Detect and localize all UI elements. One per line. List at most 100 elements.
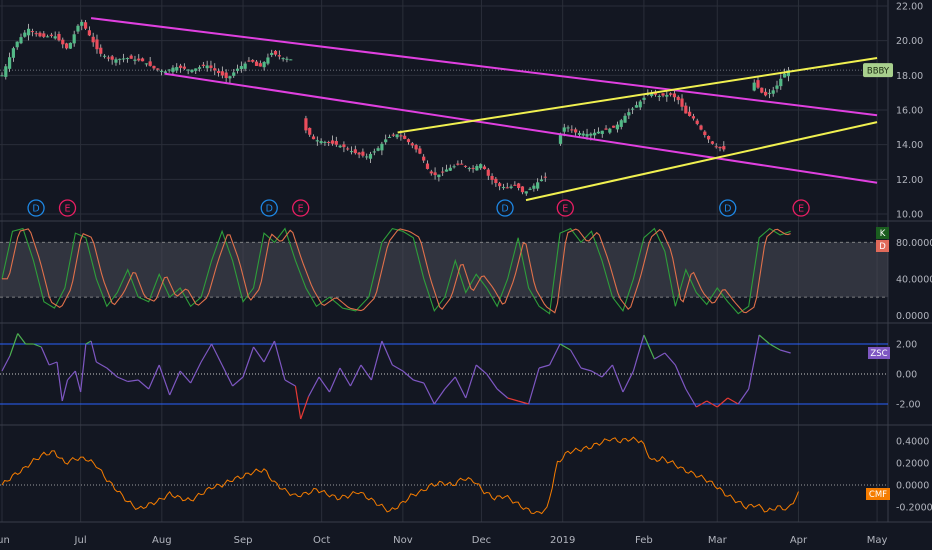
- event-circle: [27, 199, 45, 217]
- price-tick-label: 10.00: [896, 210, 923, 221]
- candle-body: [159, 70, 164, 72]
- candle-body: [380, 143, 384, 151]
- cmf-badge-label: CMF: [869, 490, 887, 500]
- candle-body: [596, 131, 601, 134]
- candle-body: [642, 97, 646, 100]
- candle-body: [175, 67, 179, 71]
- event-label: E: [64, 204, 70, 215]
- candle-body: [562, 127, 566, 132]
- zscore-segment: [392, 364, 404, 372]
- candle-body: [486, 169, 490, 176]
- zscore-tick-label: 2.00: [896, 340, 917, 351]
- zscore-segment: [242, 346, 255, 378]
- zscore-badge: ZSC: [868, 347, 890, 359]
- zscore-segment: [517, 400, 529, 405]
- candle-body: [714, 146, 718, 148]
- candle-body: [771, 90, 775, 94]
- time-axis-label: Feb: [635, 535, 653, 546]
- candle-body: [4, 66, 8, 77]
- candle-body: [676, 96, 680, 101]
- candle-body: [517, 183, 521, 188]
- zscore-segment: [67, 370, 76, 381]
- candle-body: [623, 115, 627, 123]
- candle-body: [114, 59, 118, 63]
- candle-body: [760, 87, 764, 93]
- time-axis-label: Aug: [152, 535, 172, 546]
- earnings-marker: E: [292, 199, 310, 217]
- zscore-segment: [454, 376, 467, 399]
- candle-body: [604, 128, 608, 130]
- candle-body: [156, 68, 160, 70]
- candle-body: [254, 61, 259, 66]
- zscore-segment: [696, 400, 708, 408]
- candle-body: [262, 62, 266, 68]
- zscore-segment: [9, 333, 19, 357]
- time-axis-label: Oct: [313, 535, 330, 546]
- candle-body: [779, 78, 783, 87]
- legend-d-label: D: [879, 242, 886, 252]
- candle-body: [494, 178, 498, 184]
- candle-body: [247, 60, 251, 62]
- price-tick-label: 12.00: [896, 175, 923, 186]
- candle-body: [467, 168, 471, 170]
- candle-body: [45, 36, 50, 38]
- zscore-segment: [465, 364, 477, 399]
- candle-body: [786, 70, 790, 77]
- zscore-segment: [737, 388, 750, 405]
- zscore-segment: [496, 388, 509, 399]
- candle-body: [23, 32, 27, 37]
- candle-body: [638, 101, 642, 108]
- symbol-badge: BBBY: [863, 63, 893, 78]
- candle-body: [665, 94, 669, 97]
- candle-body: [699, 125, 703, 130]
- zscore-segment: [263, 340, 276, 363]
- candle-body: [182, 66, 186, 69]
- candle-body: [57, 33, 61, 41]
- legend-k-bg: [876, 227, 889, 239]
- candle-body: [342, 144, 346, 148]
- candle-body: [26, 28, 31, 36]
- candle-body: [110, 56, 114, 60]
- time-axis-label: Nov: [393, 535, 413, 546]
- zscore-segment: [169, 370, 181, 396]
- zscore-segment: [148, 364, 160, 390]
- candle-body: [266, 57, 270, 64]
- candle-body: [273, 50, 278, 55]
- wedge-trendline: [397, 57, 878, 134]
- candles-group: [0, 19, 790, 196]
- candle-body: [323, 141, 327, 143]
- candle-body: [498, 183, 502, 187]
- zscore-segment: [559, 343, 571, 351]
- candle-body: [87, 30, 91, 36]
- candle-body: [95, 39, 99, 50]
- candle-body: [437, 174, 441, 178]
- event-label: E: [298, 204, 304, 215]
- candle-body: [619, 120, 623, 127]
- zscore-segment: [486, 373, 498, 390]
- candle-body: [627, 112, 631, 116]
- zscore-segment: [570, 349, 582, 369]
- candle-body: [171, 67, 175, 72]
- time-axis-label: May: [867, 535, 888, 546]
- candle-body: [456, 163, 460, 165]
- candle-body: [680, 98, 684, 107]
- event-circle: [719, 199, 737, 217]
- candle-body: [133, 59, 137, 61]
- event-label: D: [266, 204, 273, 215]
- time-axis-label: Dec: [472, 535, 491, 546]
- zscore-segment: [349, 364, 362, 387]
- zscore-segment: [339, 367, 351, 387]
- candle-body: [589, 133, 593, 136]
- candle-body: [228, 76, 232, 79]
- zscore-segment: [779, 349, 791, 354]
- cmf-badge: CMF: [866, 488, 890, 500]
- candle-body: [577, 133, 582, 135]
- candle-body: [186, 69, 190, 71]
- legend-d-bg: [876, 240, 889, 252]
- candle-body: [528, 188, 532, 190]
- candle-body: [509, 186, 513, 188]
- dividend-marker: D: [27, 199, 45, 217]
- zscore-segment: [328, 367, 341, 393]
- candle-body: [15, 41, 19, 48]
- candle-body: [76, 25, 80, 32]
